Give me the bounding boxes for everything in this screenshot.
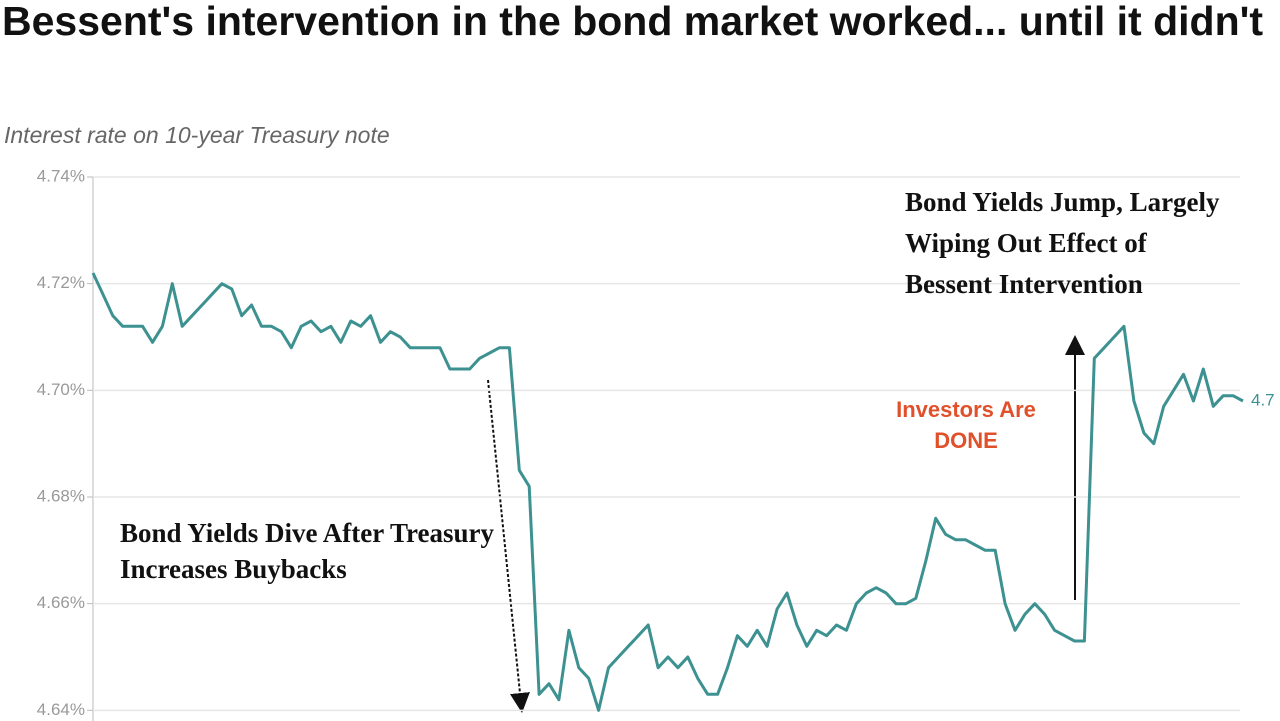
chart-title: Bessent's intervention in the bond marke… — [2, 0, 1264, 44]
y-tick-label: 4.70% — [37, 380, 85, 399]
y-tick-label: 4.66% — [37, 593, 85, 612]
y-tick-label: 4.72% — [37, 273, 85, 292]
annotation: Bessent Intervention — [905, 269, 1143, 299]
annotation: Increases Buybacks — [120, 554, 347, 584]
annotation: Investors Are — [896, 397, 1036, 422]
y-tick-label: 4.64% — [37, 700, 85, 719]
annotation: Wiping Out Effect of — [905, 228, 1148, 258]
y-tick-label: 4.68% — [37, 486, 85, 505]
data-line — [91, 272, 1244, 712]
annotation: DONE — [934, 428, 998, 453]
end-label: 4.7 — [1251, 390, 1275, 409]
chart-subtitle: Interest rate on 10-year Treasury note — [4, 122, 390, 148]
annotation: Bond Yields Dive After Treasury — [120, 518, 495, 548]
y-tick-label: 4.74% — [37, 166, 85, 185]
arrow — [487, 379, 530, 713]
annotation: Bond Yields Jump, Largely — [905, 187, 1220, 217]
